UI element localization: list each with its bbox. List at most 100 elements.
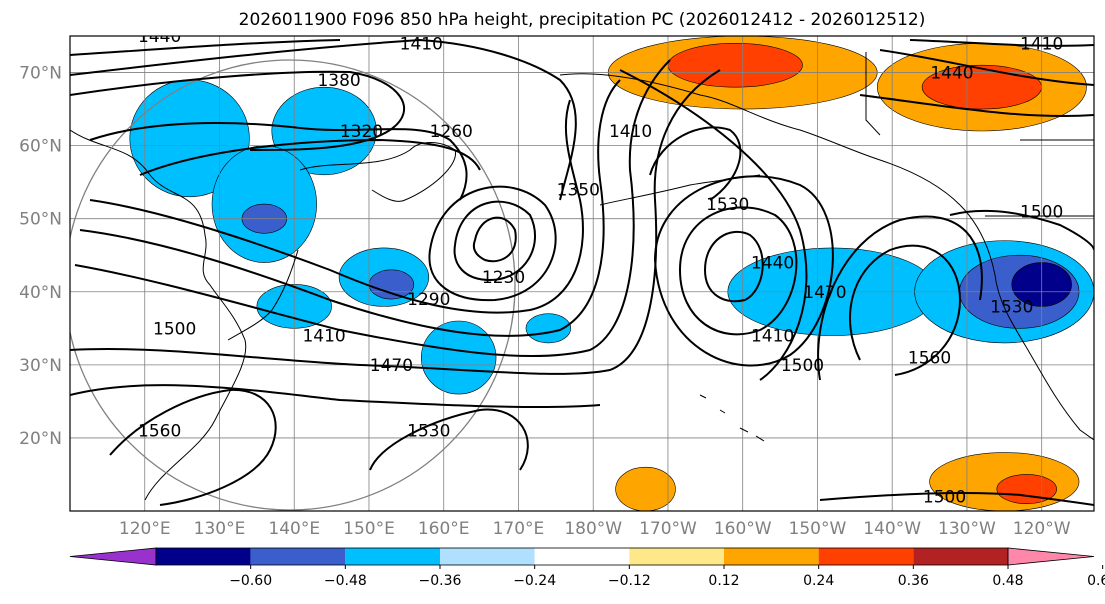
contour-label-12: 1560 [908, 349, 951, 369]
contour-1320 [89, 122, 468, 201]
colorbar-tick-label-8: 0.48 [992, 573, 1023, 589]
y-tick-label-1: 30°N [19, 356, 62, 376]
x-tick-label-7: 170°W [639, 519, 697, 539]
contour-1410-n [70, 38, 577, 201]
colorbar-segment-2 [345, 548, 440, 565]
contour-1500-east [949, 209, 1094, 251]
contour-1560-sw [109, 388, 277, 506]
contour-label-10: 1470 [803, 283, 846, 303]
contour-1530-n [649, 126, 742, 201]
contour-low-5 [79, 79, 621, 337]
colorbar: −0.60 −0.48 −0.36 −0.24 −0.12 0.12 0.24 0.36 0.4… [69, 547, 1105, 589]
colorbar-tick-label-5: 0.12 [708, 573, 739, 589]
coastline-na-west [959, 204, 1094, 441]
x-tick-label-12: 120°W [1013, 519, 1071, 539]
contour-label-14: 1500 [1020, 202, 1063, 222]
contour-label-6: 1350 [557, 180, 600, 200]
contour-1530-s [369, 408, 529, 471]
contour-1470-ne [859, 94, 1094, 117]
colorbar-tick-label-9: 0.60 [1087, 573, 1105, 589]
contour-label-18: 1500 [153, 319, 196, 339]
x-axis: 120°E 130°E 140°E 150°E 160°E 170°E 180°W 170°W… [119, 519, 1071, 539]
contour-label-0: 1440 [138, 27, 181, 47]
colorbar-frame [155, 547, 1009, 566]
contour-1470 [70, 69, 721, 375]
precip-blob-1 [271, 86, 377, 176]
contour-label-24: 1440 [930, 64, 973, 84]
contour-gulf-low-2 [678, 206, 798, 336]
contour-gulf-low-1 [703, 230, 764, 303]
contour-1500-se [819, 491, 1094, 506]
colorbar-segment-0 [156, 548, 251, 565]
border-alaska-canada [865, 52, 881, 136]
contour-label-1: 1410 [400, 34, 443, 54]
chart-title: 2026011900 F096 850 hPa height, precipit… [239, 10, 926, 30]
y-tick-label-5: 70°N [19, 64, 62, 84]
colorbar-tick-label-6: 0.24 [803, 573, 834, 589]
colorbar-segment-7 [818, 548, 914, 565]
contour-gulf-low-3 [653, 175, 834, 367]
precip-blob-5 [420, 320, 497, 395]
x-tick-label-2: 140°E [268, 519, 320, 539]
precip-blob-17 [667, 43, 803, 88]
colorbar-segment-8 [913, 548, 1008, 565]
coastline-hawaii [699, 394, 765, 442]
contour-label-8: 1440 [751, 254, 794, 274]
contour-1440-nw [70, 39, 341, 56]
contour-low-3 [428, 185, 557, 302]
contour-label-21: 1560 [138, 422, 181, 442]
contour-1500-e [619, 69, 808, 381]
x-tick-label-6: 180°W [564, 519, 622, 539]
x-tick-label-1: 130°E [194, 519, 246, 539]
map-frame [69, 35, 1095, 512]
contour-label-23: 1410 [1020, 34, 1063, 54]
contour-1500-s [70, 384, 601, 409]
contour-low-6 [74, 59, 671, 358]
colorbar-tick-label-4: −0.12 [608, 573, 651, 589]
x-tick-label-3: 150°E [343, 519, 395, 539]
colorbar-extend-min [69, 547, 157, 566]
map-area: 1440 1410 1380 1320 1260 1410 1350 1530 1440 1410… [70, 27, 1094, 511]
contour-label-17: 1410 [302, 327, 345, 347]
contour-label-3: 1320 [340, 122, 383, 142]
coastline-alaska [559, 73, 961, 206]
y-tick-label-2: 40°N [19, 283, 62, 303]
contour-1380 [70, 70, 406, 151]
colorbar-tick-label-1: −0.48 [324, 573, 367, 589]
colorbar-tick-label-0: −0.60 [229, 573, 272, 589]
x-tick-label-5: 170°E [493, 519, 545, 539]
precip-blob-6 [525, 313, 572, 344]
contour-label-19: 1470 [370, 356, 413, 376]
contour-label-15: 1230 [482, 268, 525, 288]
contour-label-9: 1410 [751, 327, 794, 347]
coastline-asia [70, 129, 247, 501]
y-tick-label-4: 60°N [19, 137, 62, 157]
colorbar-extend-max [1007, 547, 1095, 566]
colorbar-segment-5 [629, 548, 724, 565]
x-tick-label-0: 120°E [119, 519, 171, 539]
contour-label-4: 1260 [430, 122, 473, 142]
x-tick-label-11: 130°W [938, 519, 996, 539]
contour-1440-ne [879, 49, 1094, 86]
contour-label-7: 1530 [706, 195, 749, 215]
x-tick-label-10: 140°W [863, 519, 921, 539]
x-tick-label-8: 160°W [714, 519, 772, 539]
contour-1410-ne [909, 39, 1094, 47]
colorbar-segment-3 [440, 548, 535, 565]
colorbar-segment-6 [724, 548, 819, 565]
contour-low-4 [89, 99, 584, 314]
contour-1530-e [817, 215, 983, 381]
contour-label-20: 1530 [407, 422, 450, 442]
contour-label-5: 1410 [609, 122, 652, 142]
colorbar-tick-label-7: 0.36 [898, 573, 929, 589]
x-tick-label-9: 150°W [789, 519, 847, 539]
contour-label-22: 1500 [923, 487, 966, 507]
colorbar-segment-1 [250, 548, 346, 565]
x-tick-label-4: 160°E [418, 519, 470, 539]
colorbar-tick-label-2: −0.36 [419, 573, 462, 589]
range-circle [70, 59, 516, 511]
contour-label-16: 1290 [407, 290, 450, 310]
height-contours [70, 38, 1094, 506]
y-tick-label-0: 20°N [19, 429, 62, 449]
colorbar-tick-label-3: −0.24 [513, 573, 556, 589]
